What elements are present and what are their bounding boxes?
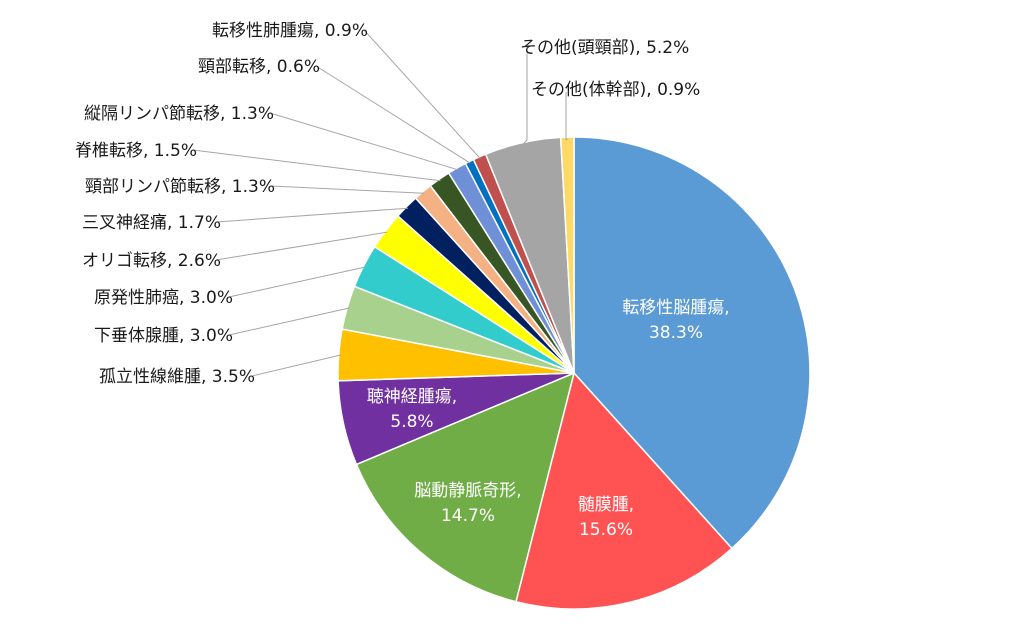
slice-label: 脊椎転移, 1.5% [75, 141, 197, 161]
pie-slices [337, 136, 811, 610]
leader-line [228, 307, 350, 336]
leader-line [215, 207, 408, 223]
leader-line [315, 65, 471, 164]
pie-slice [515, 371, 733, 610]
slice-label: オリゴ転移, 2.6% [82, 250, 221, 271]
slice-label: 脳動静脈奇形, 14.7% [414, 481, 521, 526]
leader-line [522, 47, 528, 145]
slice-label: その他(頭頸部), 5.2% [520, 38, 689, 58]
slice-label: 転移性脳腫瘍, 38.3% [622, 298, 729, 343]
pie-slice [559, 136, 575, 374]
slice-label: 頸部転移, 0.6% [198, 57, 320, 77]
slice-label: その他(体幹部), 0.9% [531, 79, 700, 100]
slice-label: 縦隔リンパ節転移, 1.3% [84, 104, 274, 124]
slice-label: 孤立性線維腫, 3.5% [99, 367, 255, 387]
leader-line [228, 266, 366, 298]
leader-line [269, 112, 459, 171]
slice-label: 転移性肺腫瘍, 0.9% [212, 21, 368, 41]
leader-line [270, 185, 425, 194]
leader-line [215, 231, 388, 261]
slice-label: 下垂体腺腫, 3.0% [94, 326, 233, 346]
leader-line [251, 354, 341, 377]
slice-labels: 転移性脳腫瘍, 38.3% 髄膜腫, 15.6% 脳動静脈奇形, 14.7% 聴神経腫瘍, 5… [75, 21, 730, 540]
slice-label: 髄膜腫, 15.6% [578, 495, 634, 540]
leader-line [363, 29, 481, 159]
slice-label: 聴神経腫瘍, 5.8% [367, 387, 457, 432]
slice-label: 三叉神経痛, 1.7% [82, 213, 221, 233]
leader-line [565, 92, 568, 141]
slice-label: 頸部リンパ節転移, 1.3% [85, 177, 275, 197]
leader-line [192, 149, 441, 182]
leader-lines [192, 29, 568, 377]
pie-slice [573, 136, 811, 550]
slice-label: 原発性肺癌, 3.0% [94, 288, 233, 308]
pie-slice [355, 371, 576, 603]
